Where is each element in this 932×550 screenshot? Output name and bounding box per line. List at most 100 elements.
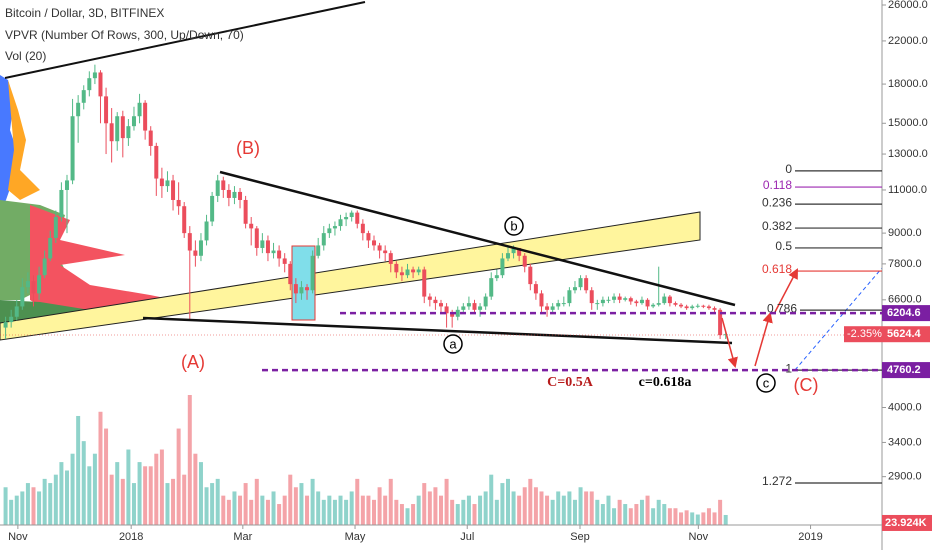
volume-bar [500, 483, 505, 525]
candle-body [37, 275, 42, 294]
volume-bar [70, 453, 75, 525]
volume-bar [53, 474, 58, 525]
candle-body [695, 305, 700, 307]
candle-body [494, 275, 499, 279]
volume-bar [277, 504, 282, 525]
volume-bar [226, 499, 231, 525]
x-tick-label: Nov [8, 531, 28, 543]
trendline [4, 1, 366, 79]
candle-body [288, 263, 293, 285]
candle-body [679, 304, 684, 307]
volume-bar [600, 504, 605, 525]
price-tag-label: 4760.2 [887, 364, 921, 376]
volume-bar [679, 512, 684, 525]
volume-bar [673, 508, 678, 525]
volume-bar [628, 508, 633, 525]
candle-body [667, 296, 672, 304]
y-tick-label: 26000.0 [888, 0, 928, 11]
annotation-circle [756, 373, 776, 393]
candle-body [366, 233, 371, 241]
candle-body [260, 240, 265, 248]
candle-body [92, 72, 97, 79]
candle-body [533, 284, 538, 294]
volume-bar [87, 466, 92, 525]
fib-label: 1 [785, 361, 792, 375]
volume-bar [656, 499, 661, 525]
volume-bar [589, 491, 594, 525]
candle-body [360, 223, 365, 234]
volume-bar [76, 415, 81, 525]
candle-body [221, 180, 226, 190]
candle-body [645, 299, 650, 307]
volume-bar [505, 478, 510, 525]
volume-bar [210, 483, 215, 525]
volume-bar [243, 483, 248, 525]
volume-bar [360, 495, 365, 525]
volume-bar [718, 499, 723, 525]
price-tag [882, 362, 930, 379]
volume-bar [321, 499, 326, 525]
candle-body [673, 303, 678, 305]
candle-body [321, 233, 326, 246]
candle-body [210, 195, 215, 222]
candle-body [578, 278, 583, 288]
volume-bar [131, 483, 136, 525]
candle-body [98, 72, 103, 97]
volume-bar [98, 411, 103, 525]
candle-body [299, 287, 304, 294]
annotation: (B) [236, 138, 260, 158]
candle-body [215, 180, 220, 196]
volume-bar [606, 495, 611, 525]
volume-bar [338, 495, 343, 525]
price-tag [882, 326, 930, 343]
candle-body [517, 247, 522, 256]
y-tick-label: 18000.0 [888, 78, 928, 90]
volume-bar [472, 504, 477, 525]
candle-body [131, 116, 136, 127]
candle-body [567, 290, 572, 304]
candle-body [254, 228, 259, 248]
candle-body [282, 258, 287, 264]
volume-bar [64, 470, 69, 525]
indicator: Vol (20) [5, 49, 46, 63]
candle-body [25, 281, 30, 288]
candle-body [690, 306, 695, 309]
candle-body [338, 219, 343, 227]
candle-body [422, 269, 427, 297]
volume-bar [411, 504, 416, 525]
candle-body [634, 301, 639, 304]
candle-body [81, 90, 86, 103]
volume-bar [176, 428, 181, 525]
candle-body [656, 303, 661, 305]
volume-bar [667, 508, 672, 525]
candle-body [243, 199, 248, 224]
volume-bar [193, 453, 198, 525]
fib-label: 0.236 [762, 195, 792, 209]
volume-bar [645, 495, 650, 525]
candle-body [623, 298, 628, 300]
volume-bar [31, 487, 36, 525]
candle-body [31, 281, 36, 294]
volume-bar [517, 495, 522, 525]
volume-bar [567, 491, 572, 525]
candle-body [712, 308, 717, 310]
volume-bar [265, 499, 270, 525]
annotation: a [449, 336, 457, 351]
candle-body [427, 296, 432, 300]
x-tick-label: 2018 [119, 531, 143, 543]
candle-body [137, 102, 142, 117]
candle-body [271, 250, 276, 254]
volume-bar [120, 478, 125, 525]
candle-body [600, 299, 605, 304]
volume-bar [81, 441, 86, 525]
projection [794, 267, 883, 371]
candle-body [204, 221, 209, 241]
candle-body [48, 237, 53, 259]
candle-body [310, 255, 315, 291]
volume-bar [293, 487, 298, 525]
annotation: c [763, 375, 770, 390]
volume-bar [271, 491, 276, 525]
volume-bar [478, 495, 483, 525]
volume-bar [556, 491, 561, 525]
